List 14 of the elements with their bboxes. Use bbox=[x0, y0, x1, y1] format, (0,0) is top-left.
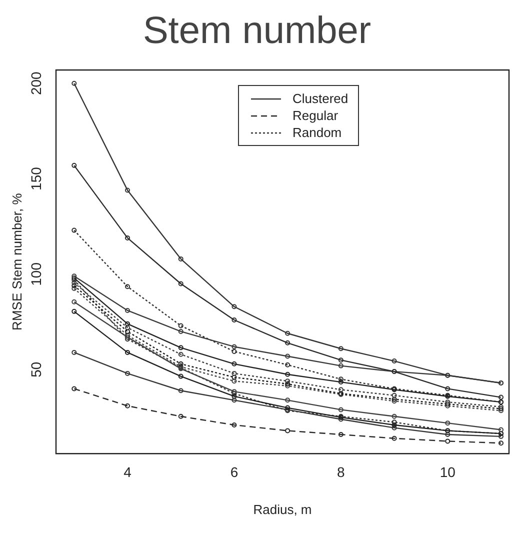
x-axis-title: Radius, m bbox=[253, 502, 312, 517]
legend-label: Regular bbox=[292, 108, 338, 123]
y-tick-label: 150 bbox=[28, 166, 44, 190]
y-tick-label: 50 bbox=[28, 362, 44, 378]
y-axis-title: RMSE Stem number, % bbox=[9, 192, 24, 330]
x-tick-label: 4 bbox=[124, 464, 132, 480]
x-tick-label: 6 bbox=[230, 464, 238, 480]
legend-label: Clustered bbox=[292, 91, 348, 106]
y-tick-label: 100 bbox=[28, 262, 44, 286]
legend-label: Random bbox=[292, 125, 342, 140]
x-tick-label: 10 bbox=[440, 464, 456, 480]
x-tick-label: 8 bbox=[337, 464, 346, 480]
y-tick-label: 200 bbox=[28, 71, 44, 96]
chart-title: Stem number bbox=[142, 10, 372, 53]
